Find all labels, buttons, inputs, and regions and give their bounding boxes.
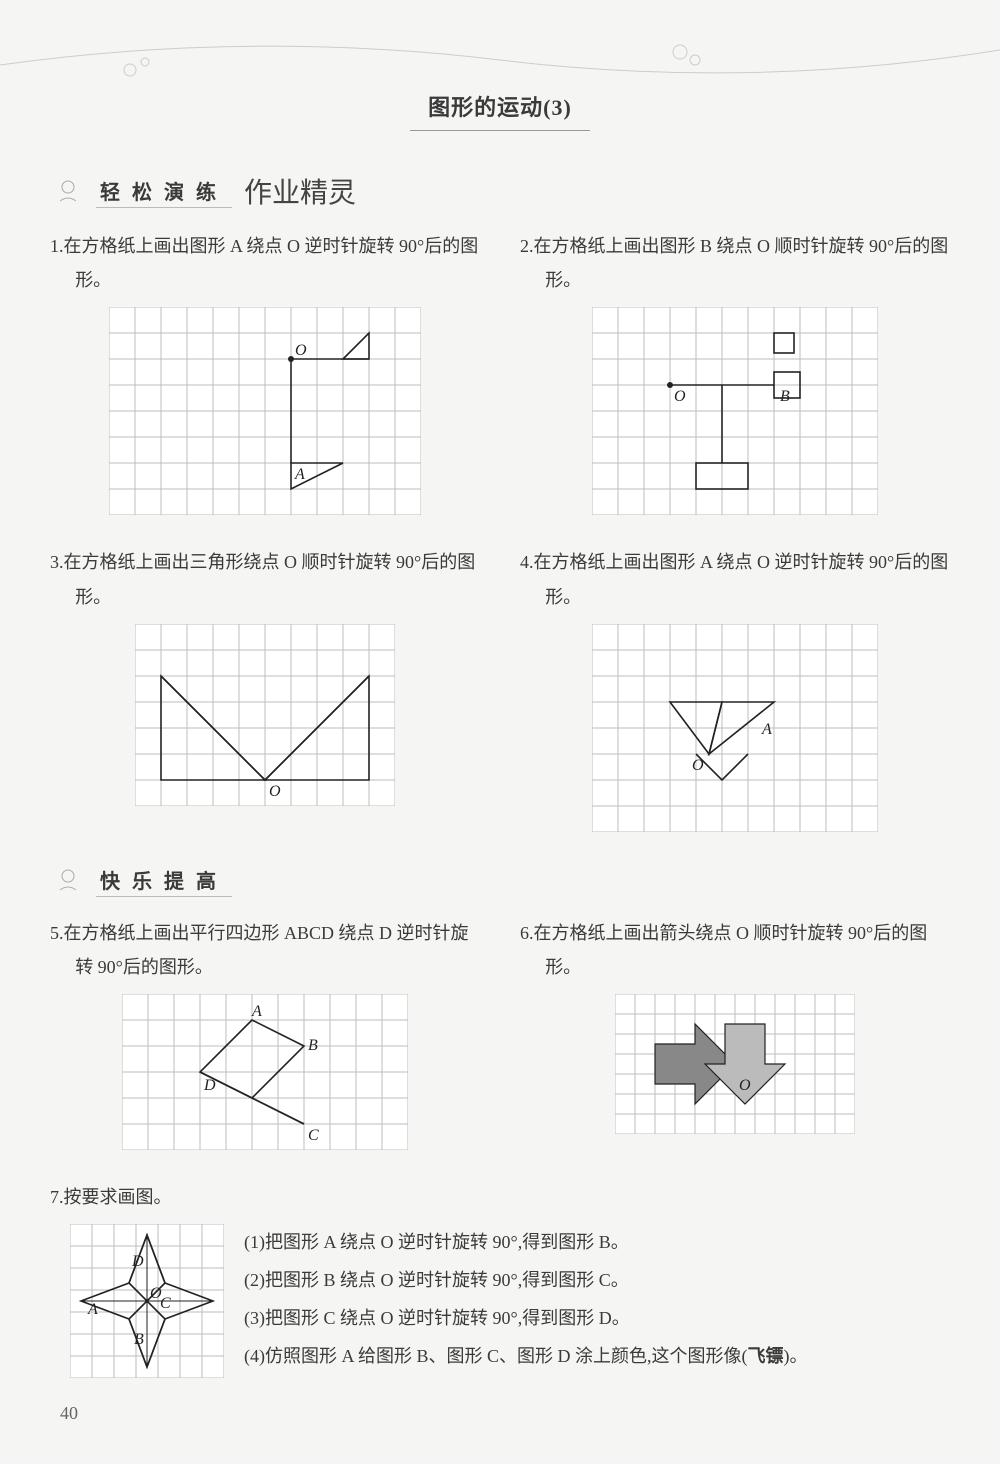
page-number: 40	[60, 1403, 78, 1424]
problem-2-text: 2.在方格纸上画出图形 B 绕点 O 顺时针旋转 90°后的图形。	[520, 229, 950, 297]
svg-text:A: A	[251, 1003, 262, 1020]
problem-4-text: 4.在方格纸上画出图形 A 绕点 O 逆时针旋转 90°后的图形。	[520, 545, 950, 613]
problem-7-text: 7.按要求画图。	[50, 1180, 950, 1214]
problem-1-text: 1.在方格纸上画出图形 A 绕点 O 逆时针旋转 90°后的图形。	[50, 229, 480, 297]
handwriting-note: 作业精灵	[244, 171, 356, 211]
section-heading-1: 轻松演练 作业精灵	[50, 171, 950, 211]
svg-text:O: O	[269, 783, 281, 800]
grid-3: O	[135, 624, 395, 806]
problem-5-text: 5.在方格纸上画出平行四边形 ABCD 绕点 D 逆时针旋转 90°后的图形。	[50, 916, 480, 984]
svg-text:O: O	[692, 757, 704, 774]
problem-3-text: 3.在方格纸上画出三角形绕点 O 顺时针旋转 90°后的图形。	[50, 545, 480, 613]
grid-4: O A	[592, 624, 878, 832]
q7-item-4: (4)仿照图形 A 给图形 B、图形 C、图形 D 涂上颜色,这个图形像(飞镖)…	[244, 1338, 950, 1376]
section-1-label: 轻松演练	[96, 174, 232, 208]
svg-text:B: B	[308, 1037, 318, 1054]
problem-7-subitems: (1)把图形 A 绕点 O 逆时针旋转 90°,得到图形 B。 (2)把图形 B…	[244, 1224, 950, 1375]
svg-text:C: C	[160, 1295, 171, 1312]
svg-text:A: A	[294, 466, 305, 483]
svg-text:O: O	[295, 342, 307, 359]
svg-text:D: D	[131, 1253, 144, 1270]
section-heading-2: 快乐提高	[50, 862, 950, 898]
problem-2-num: 2.	[520, 236, 534, 256]
grid-7: O A D C B	[70, 1224, 224, 1378]
svg-text:O: O	[674, 388, 686, 405]
title-underline	[410, 130, 590, 131]
grid-6: O	[615, 994, 855, 1134]
svg-text:A: A	[87, 1301, 98, 1318]
svg-text:B: B	[780, 388, 790, 405]
q7-item-3: (3)把图形 C 绕点 O 逆时针旋转 90°,得到图形 D。	[244, 1300, 950, 1338]
scholar-icon	[50, 862, 86, 898]
problem-6-text: 6.在方格纸上画出箭头绕点 O 顺时针旋转 90°后的图形。	[520, 916, 950, 984]
scholar-icon	[50, 173, 86, 209]
svg-text:O: O	[739, 1077, 751, 1094]
grid-2: O B	[592, 307, 878, 515]
grid-1: O A	[109, 307, 421, 515]
svg-text:A: A	[761, 721, 772, 738]
svg-text:B: B	[134, 1331, 144, 1348]
q7-answer: 飞镖	[748, 1346, 784, 1366]
page-title: 图形的运动(3)	[50, 90, 950, 122]
problem-1-num: 1.	[50, 236, 64, 256]
grid-5: A B D C	[122, 994, 408, 1150]
q7-item-1: (1)把图形 A 绕点 O 逆时针旋转 90°,得到图形 B。	[244, 1224, 950, 1262]
section-2-label: 快乐提高	[96, 863, 232, 897]
q7-item-2: (2)把图形 B 绕点 O 逆时针旋转 90°,得到图形 C。	[244, 1262, 950, 1300]
page-decoration	[0, 10, 1000, 90]
svg-text:C: C	[308, 1127, 319, 1144]
